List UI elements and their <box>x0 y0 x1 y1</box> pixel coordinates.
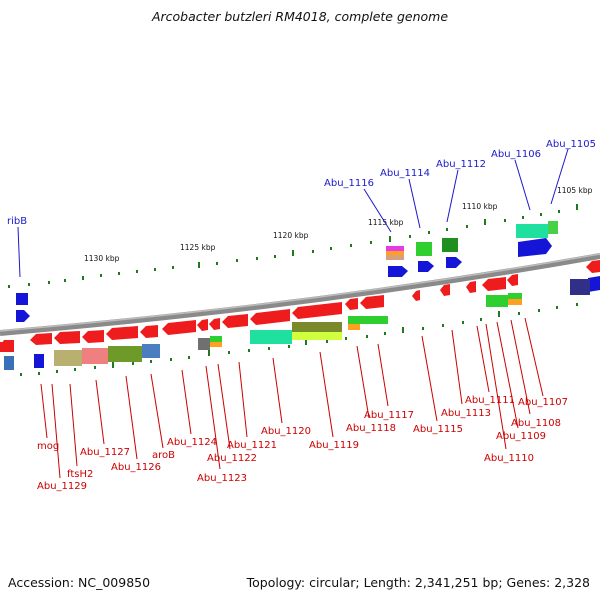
gene-label: ribB <box>7 216 27 227</box>
gene-label: Abu_1107 <box>518 397 568 408</box>
gene-label: Abu_1112 <box>436 159 486 170</box>
gene-forward-arrow <box>446 257 462 268</box>
scale-label: 1125 kbp <box>180 243 216 252</box>
gene-label: ftsH2 <box>67 469 93 480</box>
gene-label: aroB <box>152 450 175 461</box>
scale-label: 1110 kbp <box>462 202 498 211</box>
gene-label: Abu_1108 <box>511 418 561 429</box>
gene-label: Abu_1105 <box>546 139 596 150</box>
gene-label: Abu_1119 <box>309 440 359 451</box>
accession-label: Accession: NC_009850 <box>8 575 151 590</box>
genome-backbone <box>0 253 600 336</box>
gene-label: Abu_1127 <box>80 447 130 458</box>
gene-label: mog <box>37 441 59 452</box>
forward-features[interactable] <box>386 221 590 295</box>
gene-label: Abu_1126 <box>111 462 161 473</box>
scale-label: 1115 kbp <box>368 218 404 227</box>
scale-labels: 1130 kbp 1125 kbp 1120 kbp 1115 kbp 1110… <box>84 186 593 263</box>
gene-forward-arrow <box>16 310 30 322</box>
gene-label: Abu_1120 <box>261 426 311 437</box>
gene-forward-arrow <box>588 276 600 292</box>
reverse-features[interactable] <box>0 293 522 370</box>
scale-label: 1105 kbp <box>557 186 593 195</box>
gene-forward <box>16 293 28 305</box>
gene-label: Abu_1118 <box>346 423 396 434</box>
forward-genes[interactable] <box>16 238 600 322</box>
topology-summary: Topology: circular; Length: 2,341,251 bp… <box>246 575 590 590</box>
map-title: Arcobacter butzleri RM4018, complete gen… <box>151 9 449 24</box>
forward-labels[interactable]: ribB Abu_1116 Abu_1114 Abu_1112 Abu_1106… <box>7 139 596 227</box>
scale-label: 1120 kbp <box>273 231 309 240</box>
gene-label: Abu_1110 <box>484 453 534 464</box>
gene-label: Abu_1121 <box>227 440 277 451</box>
gene-label: Abu_1116 <box>324 178 374 189</box>
gene-label: Abu_1111 <box>465 395 515 406</box>
gene-label: Abu_1122 <box>207 453 257 464</box>
reverse-labels[interactable]: mog Abu_1129 ftsH2 Abu_1127 Abu_1126 aro… <box>37 395 568 492</box>
gene-label: Abu_1114 <box>380 168 430 179</box>
gene-label: Abu_1113 <box>441 408 491 419</box>
inner-tick-marks <box>20 303 578 376</box>
gene-label: Abu_1123 <box>197 473 247 484</box>
gene-label: Abu_1115 <box>413 424 463 435</box>
gene-forward-arrow <box>418 261 434 272</box>
gene-label: Abu_1117 <box>364 410 414 421</box>
gene-label: Abu_1109 <box>496 431 546 442</box>
gene-forward-arrow <box>518 238 552 257</box>
gene-label: Abu_1129 <box>37 481 87 492</box>
outer-tick-marks <box>8 204 578 288</box>
forward-label-leaders <box>17 148 569 278</box>
gene-forward-arrow <box>388 266 408 277</box>
scale-label: 1130 kbp <box>84 254 120 263</box>
gene-label: Abu_1106 <box>491 149 541 160</box>
gene-label: Abu_1124 <box>167 437 217 448</box>
reverse-label-leaders <box>40 317 544 479</box>
